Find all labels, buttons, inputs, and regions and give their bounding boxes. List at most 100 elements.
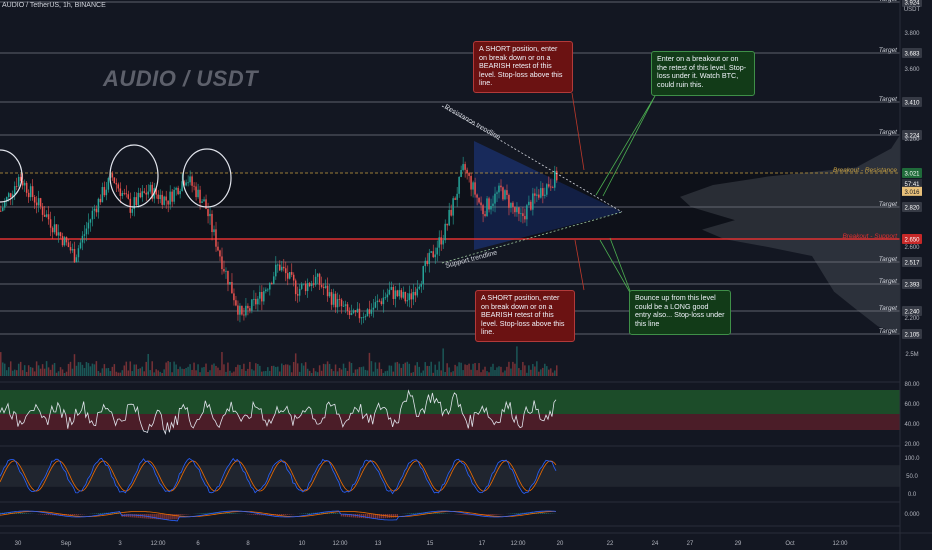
candle-8 — [15, 186, 18, 187]
volume-bar-127 — [253, 370, 255, 376]
candle-227 — [452, 198, 454, 216]
candle-17 — [33, 196, 36, 203]
macd-hist-25 — [49, 514, 52, 516]
macd-hist-40 — [79, 514, 82, 515]
macd-hist-48 — [95, 513, 98, 514]
candle-21 — [41, 206, 44, 215]
long-note-bottom[interactable]: Bounce up from this level could be a LON… — [629, 290, 731, 335]
resistance-trendline — [441, 105, 623, 213]
candle-235 — [468, 172, 470, 176]
candle-177 — [352, 310, 355, 314]
volume-bar-41 — [81, 364, 84, 376]
macd-hist-198 — [394, 514, 396, 518]
candle-210 — [418, 286, 420, 289]
candle-266 — [530, 201, 532, 210]
candle-260 — [518, 207, 520, 214]
stoch-tick-1: 50.0 — [906, 474, 918, 480]
volume-bar-180 — [358, 367, 361, 376]
countdown-tag — [902, 179, 922, 188]
time-tick-17: Oct — [785, 541, 795, 547]
support-trendline-label: Support trendline — [445, 249, 498, 270]
candle-167 — [332, 293, 335, 305]
volume-bar-10 — [19, 361, 22, 376]
candle-223 — [444, 223, 446, 241]
volume-bar-206 — [410, 372, 413, 376]
volume-bar-6 — [11, 370, 14, 376]
volume-bar-200 — [398, 363, 401, 376]
volume-bar-82 — [163, 369, 165, 376]
long-note-top[interactable]: Enter on a breakout or on the retest of … — [651, 51, 755, 96]
volume-bar-142 — [282, 365, 285, 376]
candle-45 — [89, 219, 92, 223]
volume-bar-5 — [9, 361, 12, 376]
candle-172 — [342, 305, 345, 307]
candle-56 — [111, 173, 114, 178]
candle-75 — [149, 184, 151, 192]
volume-bar-271 — [540, 369, 542, 376]
candle-128 — [255, 298, 257, 305]
candle-95 — [189, 176, 191, 183]
candle-220 — [438, 237, 440, 248]
volume-bar-78 — [155, 369, 157, 376]
volume-bar-223 — [444, 371, 446, 376]
candle-97 — [193, 185, 195, 187]
candle-195 — [388, 289, 391, 295]
macd-hist-129 — [257, 514, 259, 516]
volume-bar-195 — [388, 365, 391, 376]
macd-hist-218 — [434, 512, 436, 514]
macd-tick-0: 0.000 — [904, 512, 920, 518]
macd-hist-82 — [163, 514, 165, 520]
candle-0 — [0, 210, 2, 212]
candle-225 — [448, 209, 450, 226]
candle-9 — [17, 176, 20, 187]
candle-243 — [484, 214, 486, 216]
short-top-arrow — [571, 92, 585, 171]
volume-bar-270 — [538, 371, 540, 376]
candle-184 — [366, 309, 369, 317]
volume-bar-257 — [512, 361, 514, 376]
volume-bar-147 — [292, 361, 295, 376]
time-tick-16: 29 — [735, 541, 742, 547]
volume-bar-14 — [27, 365, 30, 376]
macd-hist-30 — [59, 514, 62, 516]
time-tick-3: 12:00 — [150, 541, 166, 547]
candle-277 — [552, 187, 554, 189]
candle-253 — [504, 190, 506, 200]
level-tag-label-5: 2.820 — [904, 206, 920, 212]
candle-271 — [540, 188, 542, 198]
macd-hist-26 — [51, 514, 54, 516]
symbol-title[interactable]: AUDIO / TetherUS, 1h, BINANCE — [2, 2, 106, 9]
volume-bar-197 — [392, 371, 395, 376]
volume-bar-76 — [151, 361, 153, 376]
candle-51 — [101, 187, 104, 203]
time-tick-0: 30 — [15, 541, 22, 547]
volume-bar-59 — [117, 372, 120, 376]
candle-216 — [430, 251, 432, 253]
candle-46 — [91, 210, 94, 220]
volume-bar-75 — [149, 370, 151, 376]
candle-66 — [131, 208, 134, 213]
short-note-bottom[interactable]: A SHORT position, enter on break down or… — [475, 290, 575, 342]
volume-bar-85 — [169, 362, 171, 376]
volume-bar-150 — [298, 371, 301, 376]
volume-bar-104 — [207, 371, 209, 376]
volume-bar-102 — [203, 367, 205, 376]
volume-bar-245 — [488, 372, 490, 376]
volume-bar-263 — [524, 365, 526, 376]
candle-240 — [478, 197, 480, 203]
candle-130 — [259, 292, 261, 299]
short-note-top[interactable]: A SHORT position, enter on break down or… — [473, 41, 573, 93]
volume-bar-25 — [49, 369, 52, 376]
candle-13 — [25, 182, 28, 193]
volume-bar-241 — [480, 372, 482, 376]
macd-hist-36 — [71, 514, 74, 516]
time-tick-10: 17 — [479, 541, 486, 547]
macd-hist-24 — [47, 514, 50, 516]
volume-bar-103 — [205, 363, 207, 376]
macd-hist-204 — [406, 513, 408, 514]
candle-22 — [43, 214, 46, 217]
candle-159 — [316, 273, 319, 277]
macd-hist-232 — [462, 514, 464, 515]
candle-228 — [454, 198, 456, 200]
